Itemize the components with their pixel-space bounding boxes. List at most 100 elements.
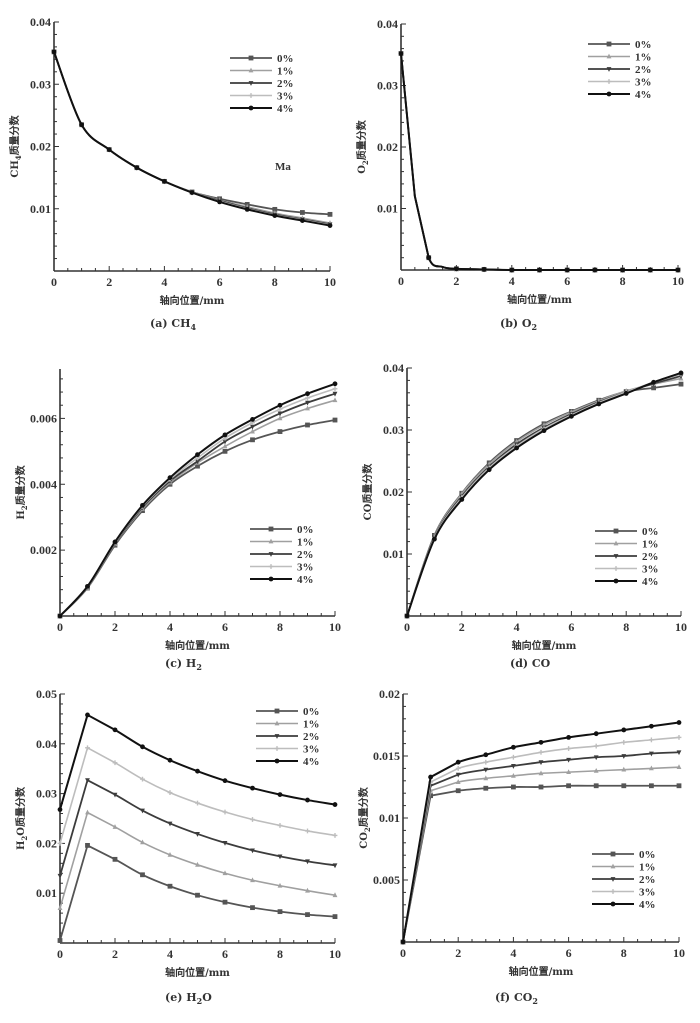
data-point bbox=[511, 772, 516, 778]
data-point bbox=[428, 774, 433, 780]
data-point bbox=[538, 739, 544, 745]
legend-item: 3% bbox=[230, 91, 294, 103]
data-point bbox=[455, 788, 461, 794]
panel-caption: (f) CO2 bbox=[495, 991, 538, 1006]
legend-label: 4% bbox=[297, 574, 314, 586]
legend: 0%1%2%3%4% bbox=[595, 526, 659, 588]
data-point bbox=[455, 759, 461, 765]
data-point bbox=[277, 882, 283, 888]
data-point bbox=[332, 397, 338, 403]
x-axis-title: 轴向位置/mm bbox=[507, 293, 572, 306]
data-point bbox=[566, 735, 571, 740]
y-tick-label: 0.01 bbox=[377, 202, 398, 216]
legend-marker bbox=[268, 564, 274, 569]
data-point bbox=[675, 267, 681, 273]
legend-item: 0% bbox=[230, 53, 294, 65]
data-point bbox=[332, 802, 338, 807]
data-point bbox=[277, 429, 283, 434]
legend-label: 0% bbox=[635, 39, 652, 51]
series-line bbox=[406, 383, 682, 617]
data-point bbox=[277, 415, 283, 421]
data-point bbox=[426, 255, 432, 261]
data-point bbox=[57, 841, 63, 846]
data-point bbox=[566, 769, 571, 775]
legend-label: 1% bbox=[277, 66, 294, 78]
chart-panel-f: 0 2 4 6 8 100.0050.010.0150.02轴向位置/mmCO2质量分数0… bbox=[357, 687, 685, 1006]
legend-item: 3% bbox=[250, 562, 314, 574]
y-axis-title: H2O质量分数 bbox=[14, 786, 29, 850]
data-point bbox=[277, 909, 283, 915]
data-point bbox=[272, 213, 278, 218]
legend: 0%1%2%3%4% bbox=[250, 524, 314, 586]
legend-label: 2% bbox=[277, 78, 294, 90]
data-point bbox=[483, 785, 489, 791]
data-point bbox=[511, 744, 516, 750]
legend-item: 1% bbox=[595, 539, 659, 551]
data-point bbox=[85, 778, 90, 784]
y-tick-label: 0.006 bbox=[30, 411, 57, 425]
data-point bbox=[222, 448, 228, 454]
data-point bbox=[678, 381, 684, 387]
x-tick-label: 4 bbox=[514, 620, 520, 634]
caption-main: (d) CO bbox=[510, 657, 551, 670]
y-tick-label: 0.02 bbox=[383, 485, 404, 499]
data-point bbox=[483, 759, 489, 765]
y-axis-title-subscript: 2 bbox=[20, 505, 29, 510]
data-point bbox=[400, 939, 406, 945]
data-point bbox=[244, 206, 250, 212]
data-point bbox=[332, 892, 338, 898]
data-point bbox=[538, 770, 544, 776]
data-point bbox=[454, 266, 459, 272]
legend-label: 1% bbox=[297, 537, 314, 549]
legend-item: 0% bbox=[595, 526, 659, 538]
x-tick-label: 10 bbox=[324, 275, 336, 289]
legend-marker bbox=[248, 55, 254, 61]
y-axis-title-unit: 质量分数 bbox=[357, 786, 370, 827]
data-point bbox=[300, 218, 305, 223]
y-tick-label: 0.004 bbox=[30, 477, 57, 491]
panel-caption: (e) H2O bbox=[165, 991, 212, 1006]
data-point bbox=[593, 755, 599, 761]
data-point bbox=[222, 841, 228, 846]
x-tick-label: 4 bbox=[167, 947, 173, 961]
legend-label: 2% bbox=[639, 874, 656, 886]
x-tick-label: 8 bbox=[623, 620, 629, 634]
data-point bbox=[593, 731, 599, 737]
y-axis-title-subscript: 4 bbox=[14, 155, 23, 160]
data-point bbox=[222, 439, 228, 445]
legend-marker bbox=[610, 889, 616, 894]
legend-item: 3% bbox=[588, 77, 652, 89]
panel-caption: (a) CH4 bbox=[150, 317, 197, 332]
y-axis-title-main: CH bbox=[10, 160, 21, 177]
data-point bbox=[305, 912, 310, 918]
data-point bbox=[621, 783, 627, 789]
y-axis-title-subscript: 2 bbox=[361, 160, 370, 165]
data-point bbox=[305, 400, 310, 406]
legend-item: 4% bbox=[588, 89, 652, 101]
data-point bbox=[647, 267, 653, 273]
data-point bbox=[332, 914, 338, 920]
x-tick-label: 0 bbox=[404, 620, 410, 634]
caption-subscript: 4 bbox=[191, 322, 197, 332]
y-axis-title-main: H bbox=[16, 510, 27, 519]
data-point bbox=[167, 883, 173, 889]
data-point bbox=[250, 905, 255, 911]
data-point bbox=[592, 267, 598, 273]
legend: 0%1%2%3%4% bbox=[592, 849, 656, 911]
data-point bbox=[277, 854, 283, 860]
data-point bbox=[305, 828, 310, 834]
data-point bbox=[167, 757, 173, 763]
x-axis-title: 轴向位置/mm bbox=[512, 639, 577, 652]
data-point bbox=[85, 712, 90, 718]
y-tick-label: 0.03 bbox=[36, 787, 57, 801]
x-tick-label: 0 bbox=[400, 946, 406, 960]
legend-label: 4% bbox=[639, 899, 656, 911]
legend-item: 3% bbox=[256, 744, 320, 756]
x-tick-label: 2 bbox=[106, 275, 112, 289]
legend-item: 4% bbox=[592, 899, 656, 911]
legend-marker bbox=[610, 877, 616, 882]
x-tick-label: 6 bbox=[564, 274, 570, 288]
data-point bbox=[649, 723, 654, 729]
data-point bbox=[189, 190, 195, 195]
